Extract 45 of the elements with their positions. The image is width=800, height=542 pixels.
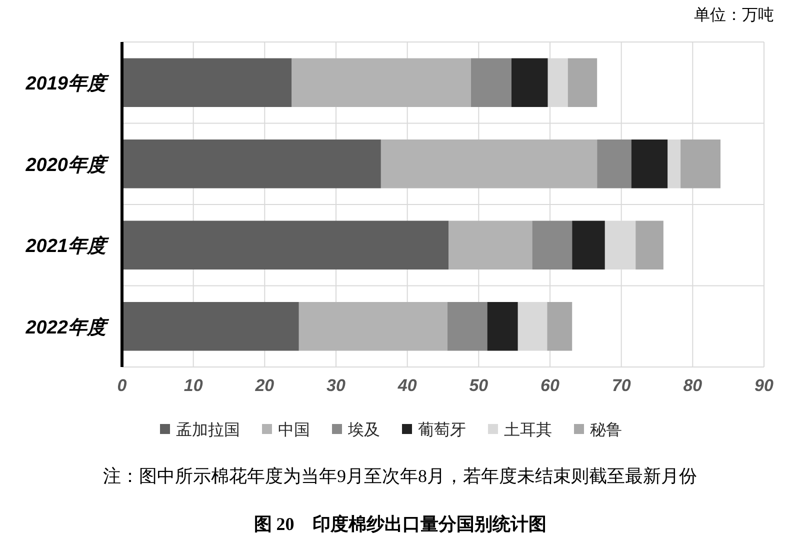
bar	[447, 302, 488, 351]
text: 单位：万吨	[694, 6, 774, 24]
x-tick-label: 30	[326, 376, 346, 395]
bar	[668, 140, 681, 188]
x-tick-label: 0	[117, 376, 128, 395]
y-tick-label: 2021年度	[24, 235, 110, 258]
bar	[122, 220, 449, 270]
x-tick-label: 40	[396, 376, 418, 395]
bar	[122, 302, 299, 351]
bar	[380, 140, 598, 188]
bar	[292, 58, 471, 107]
bar	[511, 58, 548, 107]
bar	[298, 302, 448, 351]
bar	[597, 140, 632, 188]
bar	[547, 302, 572, 351]
text: 注：图中所示棉花年度为当年9月至次年8月，若年度未结束则截至最新月份	[103, 466, 697, 486]
x-tick-label: 60	[540, 376, 560, 395]
bar	[680, 140, 720, 188]
bar	[568, 58, 598, 107]
legend-label: 葡萄牙	[418, 421, 466, 439]
y-tick-label: 2022年度	[24, 316, 110, 338]
bar	[487, 302, 518, 351]
bar	[518, 302, 548, 351]
legend-label: 埃及	[347, 421, 380, 439]
bar	[470, 58, 512, 107]
bar	[636, 220, 664, 270]
x-tick-label: 20	[254, 376, 275, 395]
bar	[122, 58, 292, 107]
bar	[532, 220, 572, 270]
text: 图 20 印度棉纱出口量分国别统计图	[254, 514, 546, 534]
bar	[448, 220, 532, 270]
x-tick-label: 90	[754, 376, 774, 395]
x-tick-label: 80	[683, 376, 703, 395]
legend-label: 中国	[278, 421, 310, 439]
x-tick-label: 70	[612, 376, 632, 395]
bar	[631, 140, 668, 188]
x-tick-label: 10	[184, 376, 204, 395]
y-tick-label: 2019年度	[24, 72, 110, 95]
x-tick-label: 50	[469, 376, 489, 395]
bar	[572, 220, 605, 270]
bar	[122, 140, 381, 188]
legend-label: 土耳其	[504, 421, 552, 439]
y-tick-label: 2020年度	[24, 154, 110, 176]
legend-label: 孟加拉国	[176, 421, 240, 439]
legend-label: 秘鲁	[590, 421, 622, 439]
